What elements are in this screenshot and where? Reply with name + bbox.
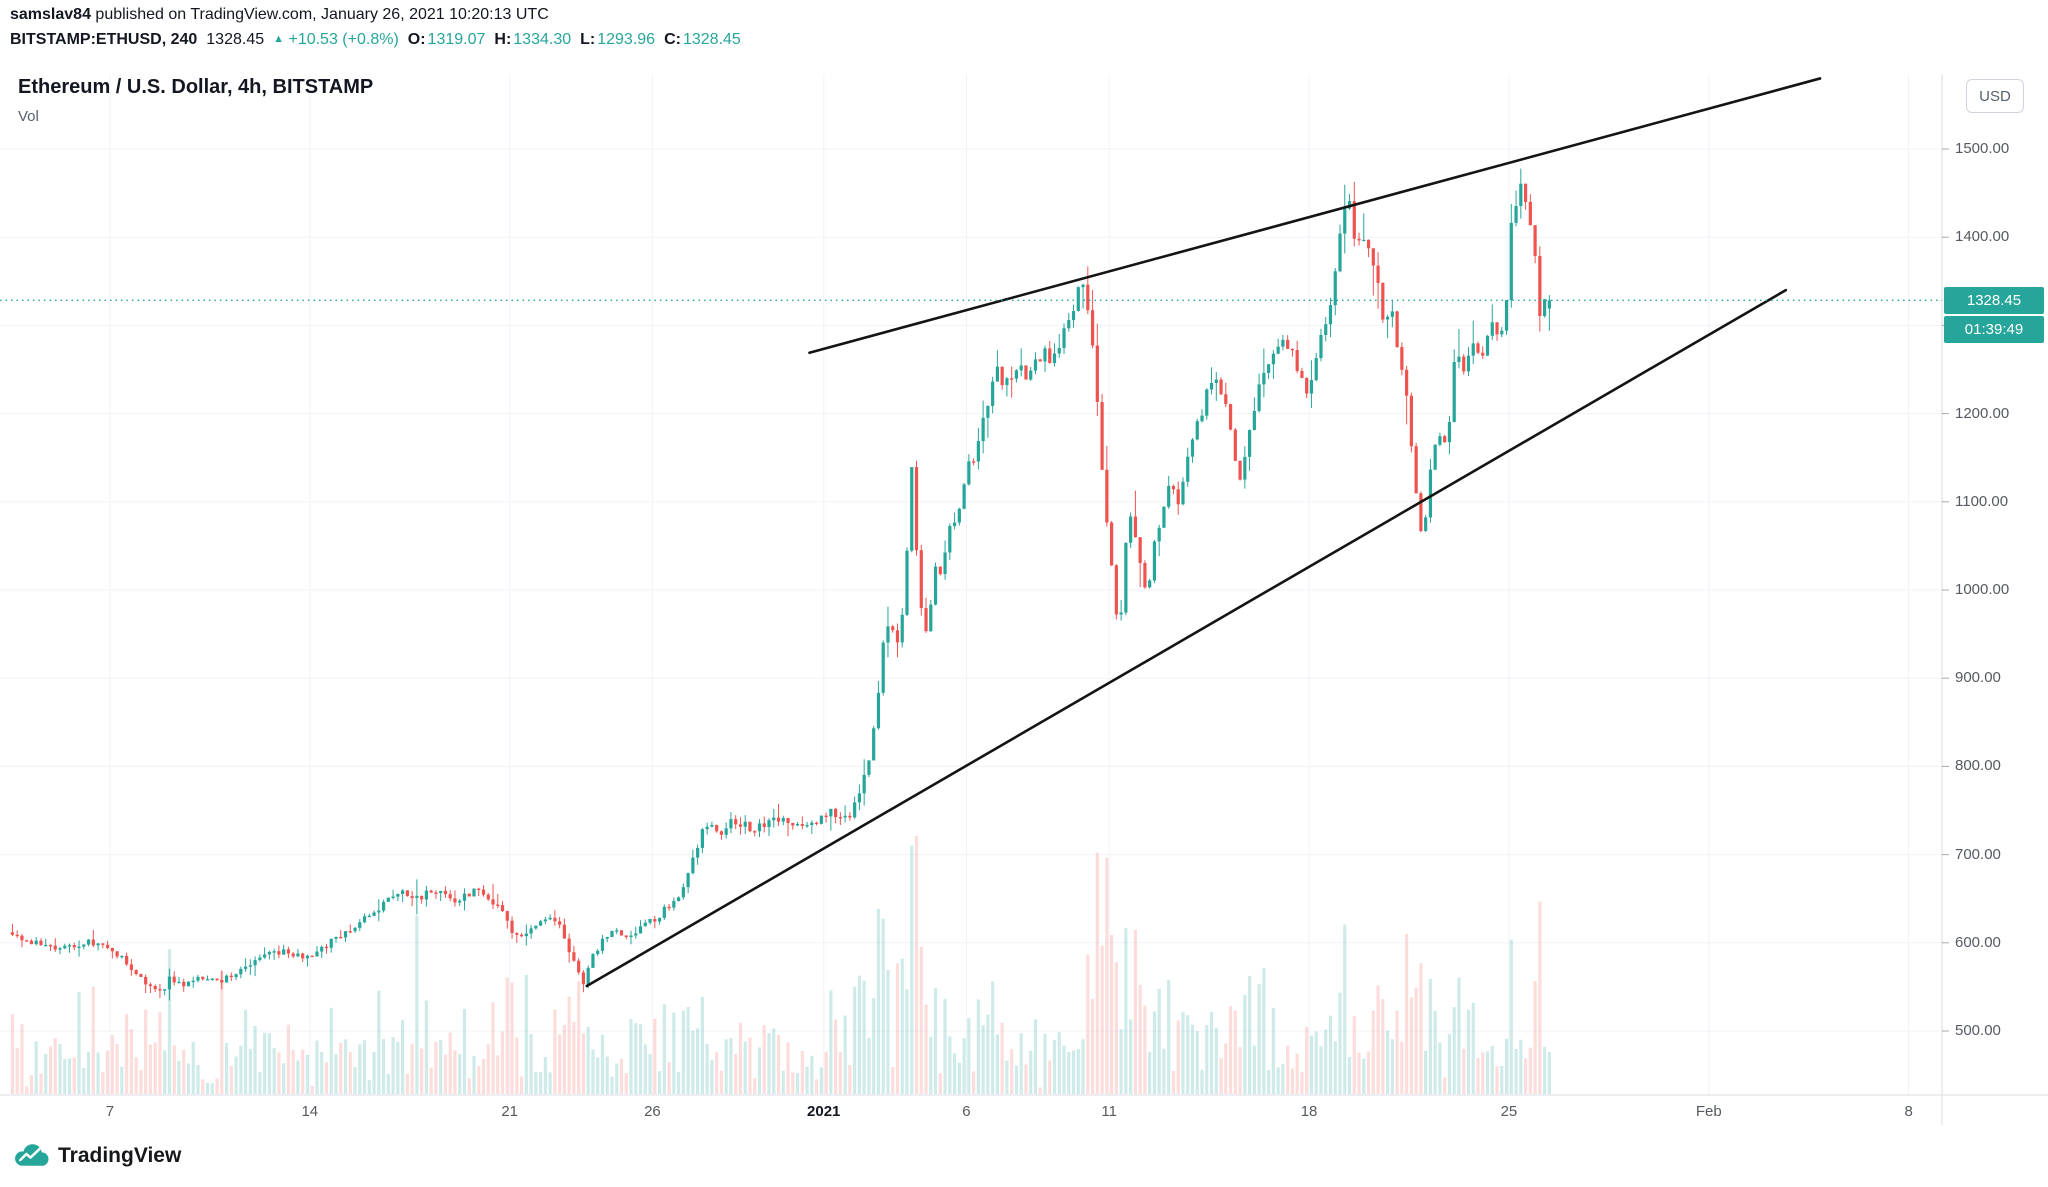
price-badge: 1328.45 — [1944, 286, 2044, 314]
symbol-legend-title[interactable]: Ethereum / U.S. Dollar, 4h, BITSTAMP — [18, 76, 374, 98]
countdown-badge: 01:39:49 — [1944, 316, 2044, 344]
time-axis-label: 2021 — [807, 1103, 841, 1120]
time-axis-label: 14 — [301, 1103, 319, 1120]
tradingview-wordmark: TradingView — [58, 1143, 182, 1167]
price-axis-label: 800.00 — [1955, 757, 2001, 775]
grid-layer — [0, 74, 1942, 1095]
price-axis-label: 900.00 — [1955, 669, 2001, 687]
price-axis-label: 600.00 — [1955, 933, 2001, 951]
time-axis-label: 7 — [105, 1103, 115, 1120]
time-axis-label: 8 — [1904, 1103, 1913, 1120]
price-axis-label: 1100.00 — [1955, 492, 2009, 510]
quote-bar: BITSTAMP:ETHUSD, 240 1328.45 ▲ +10.53 (+… — [10, 31, 741, 49]
tradingview-logo[interactable]: TradingView — [12, 1142, 181, 1169]
time-axis-label: 25 — [1500, 1103, 1518, 1120]
volume-indicator-label[interactable]: Vol — [18, 108, 39, 125]
low-value: L: 1293.96 — [580, 31, 656, 48]
high-value: H: 1334.30 — [494, 31, 572, 48]
time-axis[interactable]: 7 14 21 26 2021 6 11 18 25 Feb 8 — [0, 1095, 1942, 1125]
price-axis-label: 500.00 — [1955, 1022, 2001, 1039]
volume-layer — [10, 836, 1551, 1094]
tradingview-cloud-icon — [15, 1144, 49, 1166]
price-axis-label: 1000.00 — [1955, 581, 2010, 598]
upper-wedge-line[interactable] — [808, 77, 1822, 355]
open-value: O: 1319.07 — [407, 31, 486, 48]
price-axis-label: 1200.00 — [1955, 404, 2010, 422]
time-axis-label: 21 — [501, 1103, 519, 1120]
symbol-interval: BITSTAMP:ETHUSD, 240 — [10, 31, 198, 48]
time-axis-label: 18 — [1300, 1103, 1318, 1120]
price-axis-label: 700.00 — [1955, 845, 2001, 863]
last-price: 1328.45 — [206, 31, 265, 48]
currency-usd-button[interactable]: USD — [1966, 79, 2024, 113]
attribution-text: published on TradingView.com, January 26… — [90, 6, 549, 23]
price-axis[interactable]: 500.00 600.00 700.00 800.00 900.00 1000.00 110… — [1942, 74, 2048, 1095]
price-axis-label: 1400.00 — [1955, 228, 2010, 246]
time-axis-label: 11 — [1101, 1103, 1118, 1120]
time-axis-label: Feb — [1695, 1103, 1722, 1120]
price-change: ▲ +10.53 (+0.8%) — [273, 31, 399, 49]
up-triangle-icon: ▲ — [273, 33, 285, 45]
lower-wedge-line[interactable] — [585, 288, 1788, 988]
candles-layer — [10, 168, 1551, 1001]
time-axis-label: 6 — [962, 1103, 971, 1120]
close-value: C: 1328.45 — [664, 31, 741, 48]
price-axis-label: 1500.00 — [1955, 140, 2010, 157]
attribution-line: samslav84 published on TradingView.com, … — [10, 6, 549, 24]
change-text: +10.53 (+0.8%) — [288, 31, 399, 48]
time-axis-label: 26 — [644, 1103, 661, 1120]
author-name: samslav84 — [10, 6, 91, 23]
